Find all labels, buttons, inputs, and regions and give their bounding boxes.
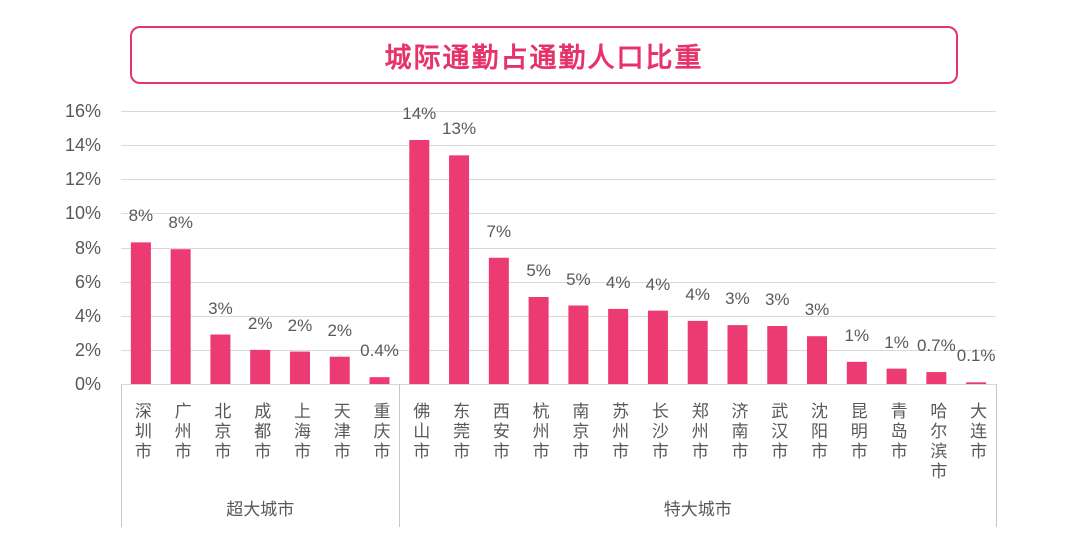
y-tick-label-0: 0%: [74, 374, 101, 394]
bar-18: [807, 336, 828, 384]
category-label-1: 深圳市: [131, 402, 151, 462]
data-label-4: 2%: [247, 313, 273, 333]
bar-4: [250, 349, 271, 385]
bar-10: [488, 257, 509, 384]
chart-title: 城际通勤占通勤人口比重: [384, 42, 704, 74]
bar-2: [170, 249, 191, 384]
category-label-10: 西安市: [489, 402, 509, 462]
data-label-20: 1%: [884, 332, 909, 352]
data-label-2: 8%: [168, 213, 193, 233]
bar-12: [568, 305, 589, 384]
data-label-14: 4%: [645, 274, 671, 294]
y-tick-label-6: 6%: [74, 271, 101, 292]
y-tick-label-2: 2%: [74, 339, 101, 360]
category-label-17: 武汉市: [768, 402, 788, 462]
data-label-21: 0.7%: [916, 336, 956, 356]
bar-15: [687, 320, 708, 384]
bar-3: [210, 334, 231, 384]
category-label-8: 佛山市: [410, 402, 430, 462]
y-tick-label-8: 8%: [74, 237, 101, 258]
category-label-22: 大连市: [967, 402, 987, 462]
data-label-11: 5%: [526, 260, 551, 280]
bar-6: [329, 356, 350, 384]
data-label-19: 1%: [844, 325, 870, 345]
data-label-22: 0.1%: [956, 346, 996, 366]
bar-5: [289, 351, 310, 384]
bar-16: [727, 325, 748, 384]
data-label-7: 0.4%: [360, 341, 399, 361]
data-label-16: 3%: [725, 289, 750, 309]
category-label-13: 苏州市: [609, 402, 629, 462]
y-tick-label-10: 10%: [64, 203, 101, 224]
category-label-6: 天津市: [330, 402, 350, 462]
data-label-5: 2%: [287, 315, 313, 335]
data-label-15: 4%: [685, 284, 710, 304]
y-tick-label-4: 4%: [74, 305, 101, 326]
bar-21: [926, 372, 947, 384]
bar-13: [608, 308, 629, 384]
category-label-11: 杭州市: [529, 402, 549, 462]
bar-9: [449, 155, 470, 384]
data-label-9: 13%: [442, 119, 477, 139]
data-label-13: 4%: [605, 272, 631, 292]
category-label-21: 哈尔滨市: [927, 402, 947, 482]
category-label-15: 郑州市: [688, 402, 708, 462]
y-tick-label-14: 14%: [64, 135, 101, 156]
data-label-1: 8%: [128, 206, 154, 226]
bar-20: [886, 368, 907, 384]
chart-title-box: 城际通勤占通勤人口比重: [130, 26, 958, 84]
data-label-12: 5%: [566, 269, 591, 289]
category-label-19: 昆明市: [847, 402, 867, 462]
data-label-3: 3%: [208, 298, 233, 318]
bar-22: [966, 382, 987, 384]
bar-11: [528, 296, 549, 384]
data-label-17: 3%: [764, 289, 790, 309]
data-label-18: 3%: [804, 300, 830, 320]
bar-19: [846, 361, 867, 384]
data-label-8: 14%: [402, 104, 437, 123]
category-label-16: 济南市: [728, 402, 748, 462]
y-tick-label-16: 16%: [64, 101, 101, 121]
group-label-1: 超大城市: [226, 500, 295, 519]
category-label-4: 成都市: [251, 402, 271, 462]
bar-17: [767, 325, 788, 384]
bar-7: [369, 377, 390, 384]
category-label-12: 南京市: [569, 402, 589, 462]
category-label-20: 青岛市: [887, 402, 907, 462]
category-label-5: 上海市: [290, 402, 310, 462]
bar-1: [130, 242, 151, 384]
category-label-3: 北京市: [211, 402, 231, 462]
group-label-2: 特大城市: [663, 500, 732, 519]
bar-8: [409, 140, 430, 384]
category-label-7: 重庆市: [370, 402, 390, 462]
y-tick-label-12: 12%: [64, 169, 101, 190]
category-label-18: 沈阳市: [808, 402, 828, 462]
data-label-6: 2%: [327, 320, 353, 340]
category-label-9: 东莞市: [450, 402, 470, 462]
bar-14: [647, 310, 668, 384]
category-label-14: 长沙市: [648, 402, 668, 462]
data-label-10: 7%: [486, 221, 512, 241]
category-label-2: 广州市: [171, 402, 191, 462]
